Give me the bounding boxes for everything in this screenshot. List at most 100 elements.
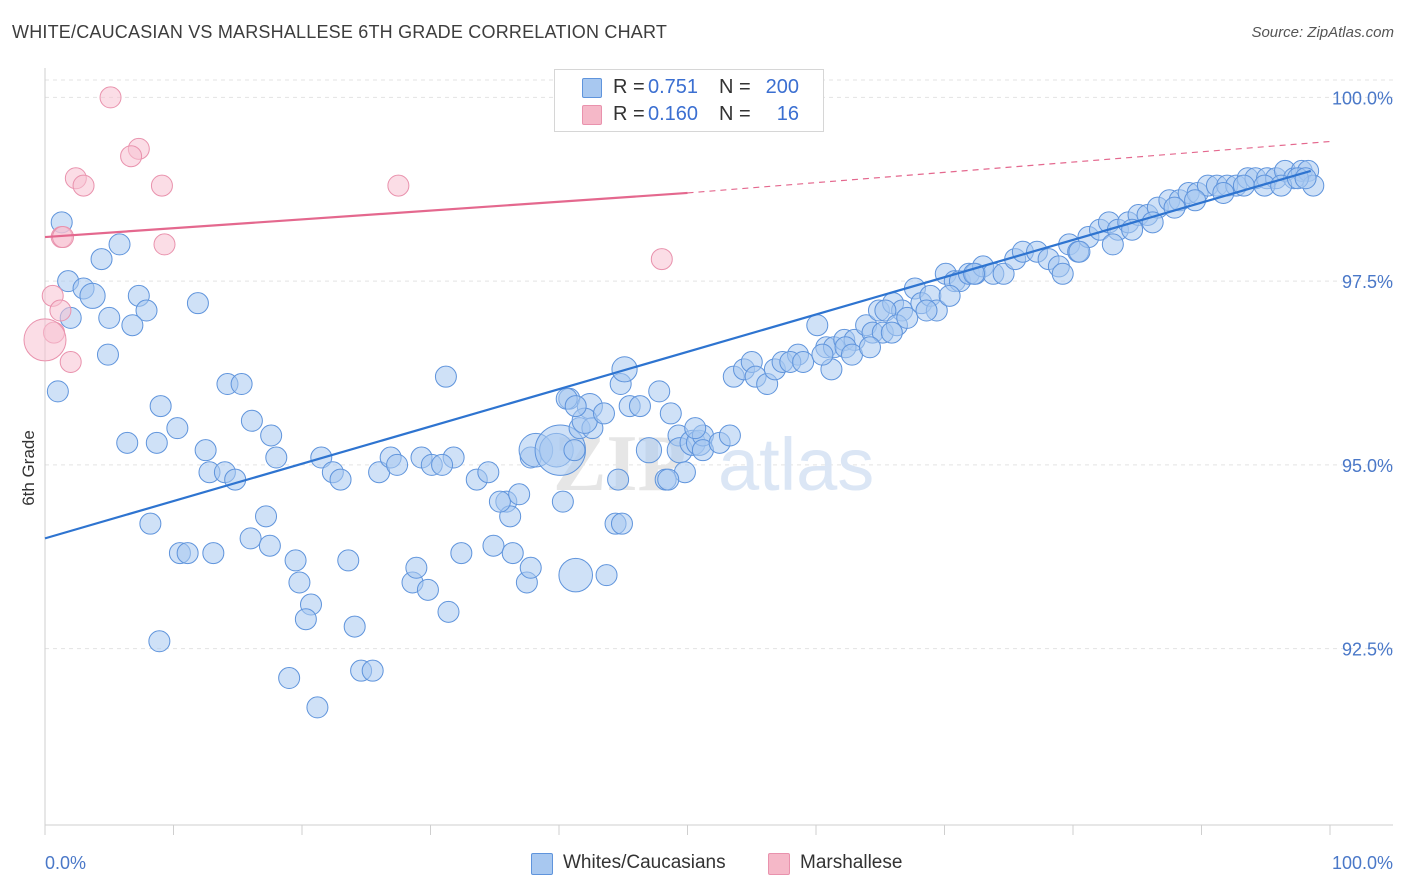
legend-n-label: N = [719, 76, 751, 98]
point-whites [306, 696, 329, 719]
source-label: Source: ZipAtlas.com [1251, 24, 1394, 41]
point-whites [343, 615, 366, 638]
trend-line-marshallese [44, 191, 688, 239]
point-whites [1101, 233, 1124, 256]
watermark-atlas: atlas [718, 423, 874, 506]
bottom-legend-swatch-marshallese [768, 853, 790, 875]
point-whites [186, 292, 209, 315]
point-whites [551, 490, 574, 513]
point-whites [963, 262, 986, 285]
point-whites [792, 350, 815, 373]
point-whites [194, 439, 217, 462]
point-whites [284, 549, 307, 572]
point-whites [240, 409, 263, 432]
point-whites [558, 557, 594, 593]
point-whites [202, 542, 225, 565]
point-marshallese [153, 233, 176, 256]
point-whites [148, 630, 171, 653]
point-whites [145, 431, 168, 454]
point-marshallese [49, 299, 72, 322]
point-whites [255, 505, 278, 528]
point-whites [288, 571, 311, 594]
point-whites [258, 534, 281, 557]
legend-n-value: 200 [765, 76, 799, 98]
point-whites [294, 608, 317, 631]
point-whites [437, 600, 460, 623]
point-whites [880, 321, 903, 344]
legend-n-label: N = [719, 103, 751, 125]
point-whites [116, 431, 139, 454]
tick-labels: 92.5% 95.0% 97.5% 100.0% 0.0% 100.0% [45, 88, 1393, 873]
bottom-legend-label-marshallese: Marshallese [800, 852, 903, 873]
trend-lines [44, 140, 1331, 540]
point-whites [135, 299, 158, 322]
point-marshallese [99, 86, 122, 109]
point-whites [938, 284, 961, 307]
point-whites [98, 306, 121, 329]
point-whites [992, 262, 1015, 285]
trend-line-whites [44, 169, 1312, 540]
chart-title: WHITE/CAUCASIAN VS MARSHALLESE 6TH GRADE… [12, 22, 668, 42]
point-marshallese [59, 350, 82, 373]
point-whites [874, 299, 897, 322]
point-marshallese [120, 145, 143, 168]
bottom-legend-swatch-whites [531, 853, 553, 875]
point-whites [149, 395, 172, 418]
point-whites [648, 380, 671, 403]
legend-n-value: 16 [776, 103, 799, 125]
point-whites [488, 490, 511, 513]
point-whites [564, 395, 587, 418]
point-whites [337, 549, 360, 572]
point-whites [224, 468, 247, 491]
point-whites [477, 461, 500, 484]
point-whites [265, 446, 288, 469]
point-whites [718, 424, 741, 447]
point-whites [108, 233, 131, 256]
point-marshallese [23, 318, 67, 362]
series-marshallese-points [23, 86, 673, 373]
y-tick-label: 100.0% [1332, 88, 1393, 108]
point-whites [659, 402, 682, 425]
series-whites-points [46, 159, 1325, 719]
y-tick-label: 95.0% [1342, 456, 1393, 476]
point-whites [628, 395, 651, 418]
point-whites [405, 556, 428, 579]
point-marshallese [150, 174, 173, 197]
point-whites [1294, 167, 1317, 190]
point-whites [657, 468, 680, 491]
point-whites [563, 439, 586, 462]
legend-row-whites: R = 0.751 N = 200 [555, 74, 823, 100]
point-whites [176, 542, 199, 565]
legend-row-marshallese: R = 0.160 N = 16 [555, 101, 823, 127]
point-whites [329, 468, 352, 491]
point-whites [1068, 240, 1091, 263]
point-whites [96, 343, 119, 366]
point-whites [90, 248, 113, 271]
legend-r-value: 0.160 [648, 103, 699, 125]
point-whites [434, 365, 457, 388]
point-whites [230, 373, 253, 396]
point-whites [450, 542, 473, 565]
point-whites [684, 417, 707, 440]
point-whites [501, 542, 524, 565]
point-whites [635, 437, 663, 464]
y-tick-label: 97.5% [1342, 272, 1393, 292]
point-whites [896, 306, 919, 329]
point-whites [416, 578, 439, 601]
y-axis-label: 6th Grade [19, 430, 38, 506]
legend-swatch-marshallese [582, 105, 602, 125]
point-whites [519, 556, 542, 579]
point-whites [166, 417, 189, 440]
bottom-legend-label-whites: Whites/Caucasians [563, 852, 726, 873]
point-whites [858, 336, 881, 359]
point-whites [121, 314, 144, 337]
x-tick-label: 100.0% [1332, 853, 1393, 873]
point-marshallese [72, 174, 95, 197]
point-whites [915, 299, 938, 322]
point-whites [278, 667, 301, 690]
point-whites [610, 512, 633, 535]
legend-r-label: R = [613, 103, 645, 125]
point-whites [239, 527, 262, 550]
trend-line-marshallese-extension [687, 140, 1331, 194]
